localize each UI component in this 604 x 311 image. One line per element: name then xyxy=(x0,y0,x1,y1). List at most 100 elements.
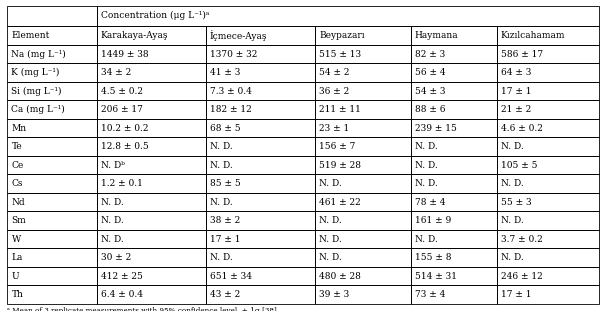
Bar xyxy=(411,230,496,248)
Bar xyxy=(411,211,496,230)
Bar xyxy=(205,119,315,137)
Text: İçmece-Ayaş: İçmece-Ayaş xyxy=(210,30,268,41)
Text: 206 ± 17: 206 ± 17 xyxy=(101,105,143,114)
Text: U: U xyxy=(11,272,19,281)
Text: N. D.: N. D. xyxy=(415,234,438,244)
Text: N. D.: N. D. xyxy=(501,179,524,188)
Bar xyxy=(7,63,97,82)
Bar xyxy=(496,82,599,100)
Text: 1.2 ± 0.1: 1.2 ± 0.1 xyxy=(101,179,143,188)
Text: 73 ± 4: 73 ± 4 xyxy=(415,290,445,299)
Bar xyxy=(97,248,205,267)
Text: Concentration (μg L⁻¹)ᵃ: Concentration (μg L⁻¹)ᵃ xyxy=(101,11,209,21)
Text: 6.4 ± 0.4: 6.4 ± 0.4 xyxy=(101,290,143,299)
Bar xyxy=(411,63,496,82)
Text: 412 ± 25: 412 ± 25 xyxy=(101,272,143,281)
Text: 17 ± 1: 17 ± 1 xyxy=(501,86,532,95)
Bar xyxy=(97,230,205,248)
Bar xyxy=(7,82,97,100)
Bar xyxy=(315,174,411,193)
Text: N. Dᵇ: N. Dᵇ xyxy=(101,160,124,169)
Text: N. D.: N. D. xyxy=(319,234,342,244)
Text: 246 ± 12: 246 ± 12 xyxy=(501,272,542,281)
Bar xyxy=(315,230,411,248)
Text: 182 ± 12: 182 ± 12 xyxy=(210,105,252,114)
Text: 39 ± 3: 39 ± 3 xyxy=(319,290,349,299)
Text: 82 ± 3: 82 ± 3 xyxy=(415,49,445,58)
Bar xyxy=(97,82,205,100)
Bar xyxy=(411,82,496,100)
Text: 36 ± 2: 36 ± 2 xyxy=(319,86,349,95)
Bar xyxy=(411,156,496,174)
Text: Haymana: Haymana xyxy=(415,31,458,39)
Bar xyxy=(315,248,411,267)
Bar xyxy=(496,230,599,248)
Text: N. D.: N. D. xyxy=(501,216,524,225)
Bar xyxy=(496,193,599,211)
Bar xyxy=(496,156,599,174)
Text: 41 ± 3: 41 ± 3 xyxy=(210,68,240,77)
Bar xyxy=(7,193,97,211)
Bar xyxy=(97,193,205,211)
Text: 651 ± 34: 651 ± 34 xyxy=(210,272,252,281)
Bar xyxy=(205,45,315,63)
Bar xyxy=(411,100,496,119)
Bar xyxy=(7,119,97,137)
Bar xyxy=(496,26,599,45)
Bar xyxy=(315,63,411,82)
Text: 54 ± 3: 54 ± 3 xyxy=(415,86,445,95)
Text: 55 ± 3: 55 ± 3 xyxy=(501,197,532,207)
Text: 38 ± 2: 38 ± 2 xyxy=(210,216,240,225)
Bar xyxy=(411,45,496,63)
Text: Cs: Cs xyxy=(11,179,23,188)
Bar xyxy=(97,211,205,230)
Bar xyxy=(205,156,315,174)
Text: 56 ± 4: 56 ± 4 xyxy=(415,68,446,77)
Text: N. D.: N. D. xyxy=(415,160,438,169)
Bar xyxy=(205,26,315,45)
Text: Ca (mg L⁻¹): Ca (mg L⁻¹) xyxy=(11,105,65,114)
Bar xyxy=(496,45,599,63)
Text: K (mg L⁻¹): K (mg L⁻¹) xyxy=(11,68,60,77)
Bar xyxy=(315,137,411,156)
Text: 30 ± 2: 30 ± 2 xyxy=(101,253,131,262)
Text: 12.8 ± 0.5: 12.8 ± 0.5 xyxy=(101,142,149,151)
Text: 17 ± 1: 17 ± 1 xyxy=(210,234,240,244)
Bar xyxy=(205,82,315,100)
Bar xyxy=(7,211,97,230)
Text: Element: Element xyxy=(11,31,50,39)
Text: Th: Th xyxy=(11,290,24,299)
Text: N. D.: N. D. xyxy=(101,197,123,207)
Text: 3.7 ± 0.2: 3.7 ± 0.2 xyxy=(501,234,542,244)
Text: N. D.: N. D. xyxy=(319,216,342,225)
Text: 156 ± 7: 156 ± 7 xyxy=(319,142,355,151)
Text: 10.2 ± 0.2: 10.2 ± 0.2 xyxy=(101,123,148,132)
Bar xyxy=(97,156,205,174)
Bar xyxy=(315,156,411,174)
Text: 85 ± 5: 85 ± 5 xyxy=(210,179,240,188)
Bar xyxy=(315,82,411,100)
Bar xyxy=(205,100,315,119)
Bar xyxy=(97,100,205,119)
Bar xyxy=(496,211,599,230)
Text: Ce: Ce xyxy=(11,160,24,169)
Bar xyxy=(411,119,496,137)
Text: 68 ± 5: 68 ± 5 xyxy=(210,123,240,132)
Text: 480 ± 28: 480 ± 28 xyxy=(319,272,361,281)
Bar xyxy=(315,193,411,211)
Text: Te: Te xyxy=(11,142,22,151)
Text: N. D.: N. D. xyxy=(210,160,233,169)
Text: 105 ± 5: 105 ± 5 xyxy=(501,160,538,169)
Text: 43 ± 2: 43 ± 2 xyxy=(210,290,240,299)
Bar xyxy=(411,248,496,267)
Bar xyxy=(7,45,97,63)
Bar xyxy=(496,119,599,137)
Text: 7.3 ± 0.4: 7.3 ± 0.4 xyxy=(210,86,252,95)
Text: Mn: Mn xyxy=(11,123,27,132)
Text: ᵃ Mean of 3 replicate measurements with 95% confidence level, ± 1σ [38]: ᵃ Mean of 3 replicate measurements with … xyxy=(7,307,277,311)
Text: N. D.: N. D. xyxy=(319,253,342,262)
Bar xyxy=(97,26,205,45)
Text: Si (mg L⁻¹): Si (mg L⁻¹) xyxy=(11,86,62,95)
Text: 515 ± 13: 515 ± 13 xyxy=(319,49,361,58)
Text: N. D.: N. D. xyxy=(501,142,524,151)
